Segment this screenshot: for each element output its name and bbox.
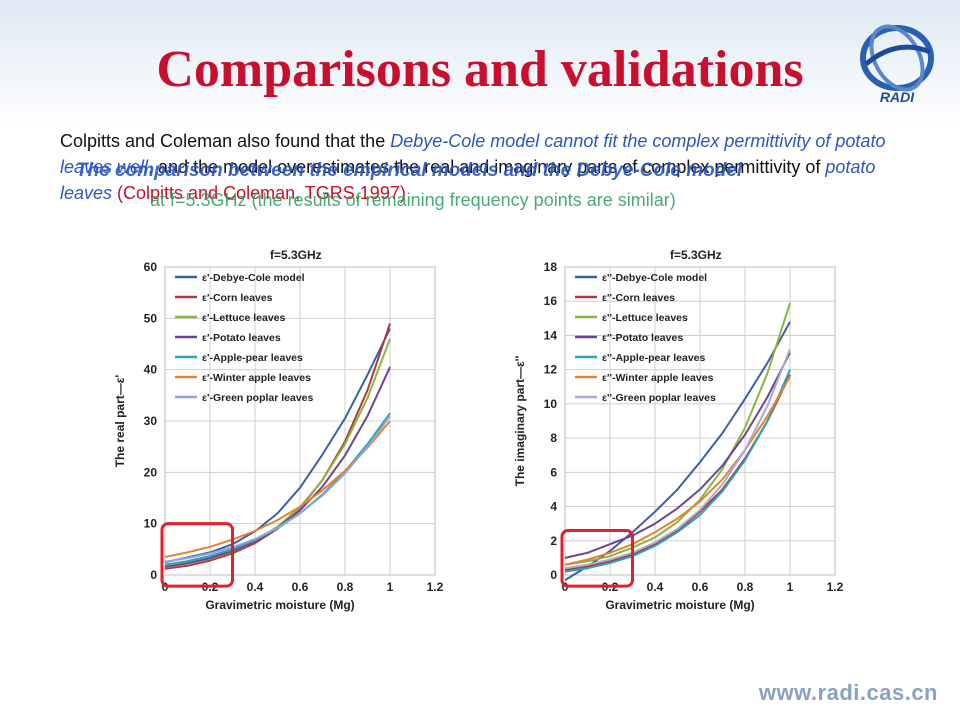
x-axis-label: Gravimetric moisture (Mg) bbox=[605, 598, 754, 612]
y-tick-label: 0 bbox=[550, 568, 557, 582]
para-part-5: (Colpitts and Coleman, TGRS,1997) bbox=[112, 183, 406, 203]
x-tick-label: 0.4 bbox=[647, 580, 664, 594]
y-tick-label: 6 bbox=[550, 465, 557, 479]
overlay-heading: The comparison between the empirical mod… bbox=[76, 160, 743, 181]
para-part-2: Debye-Cole model cannot fit the complex … bbox=[60, 131, 886, 177]
chart-title: f=5.3GHz bbox=[670, 248, 722, 262]
body-paragraph: Colpitts and Coleman also found that the… bbox=[60, 128, 920, 206]
overlay-subtext: at f=5.3GHz (the results of remaining fr… bbox=[150, 190, 676, 210]
x-tick-label: 0.6 bbox=[692, 580, 709, 594]
y-axis-label: The imaginary part—ε'' bbox=[513, 355, 527, 486]
highlight-box bbox=[560, 529, 634, 588]
x-tick-label: 1.2 bbox=[427, 580, 444, 594]
y-tick-label: 10 bbox=[144, 517, 158, 531]
highlight-box bbox=[160, 522, 234, 588]
y-axis-label: The real part—ε' bbox=[113, 375, 127, 468]
legend-label-6: ε'-Green poplar leaves bbox=[202, 392, 314, 404]
y-tick-label: 60 bbox=[144, 260, 158, 274]
x-axis-label: Gravimetric moisture (Mg) bbox=[205, 598, 354, 612]
series-line-0 bbox=[564, 321, 791, 581]
x-tick-label: 0.4 bbox=[247, 580, 264, 594]
y-tick-label: 14 bbox=[544, 328, 558, 342]
x-tick-label: 1 bbox=[787, 580, 794, 594]
legend-label-0: ε'-Debye-Cole model bbox=[202, 272, 305, 284]
plot-frame bbox=[164, 266, 436, 576]
x-tick-label: 1.2 bbox=[827, 580, 844, 594]
x-tick-label: 0.6 bbox=[292, 580, 309, 594]
legend-label-6: ε''-Green poplar leaves bbox=[602, 392, 716, 404]
y-tick-label: 2 bbox=[550, 534, 557, 548]
y-tick-label: 30 bbox=[144, 414, 158, 428]
series-line-5 bbox=[564, 376, 791, 566]
legend-label-5: ε''-Winter apple leaves bbox=[602, 372, 714, 384]
series-line-3 bbox=[564, 352, 791, 559]
legend-label-1: ε'-Corn leaves bbox=[202, 292, 273, 304]
legend-label-4: ε'-Apple-pear leaves bbox=[202, 352, 303, 364]
para-part-3: , and the model overestimates the real a… bbox=[148, 157, 826, 177]
series-line-6 bbox=[164, 415, 391, 563]
legend-label-3: ε'-Potato leaves bbox=[202, 332, 281, 344]
series-line-4 bbox=[564, 369, 791, 573]
legend-label-5: ε'-Winter apple leaves bbox=[202, 372, 311, 384]
series-line-2 bbox=[564, 302, 791, 566]
para-part-1: Colpitts and Coleman also found that the bbox=[60, 131, 391, 151]
header-band bbox=[0, 0, 960, 130]
y-tick-label: 18 bbox=[544, 260, 558, 274]
logo-text: RADI bbox=[880, 89, 915, 105]
y-tick-label: 0 bbox=[150, 568, 157, 582]
legend-label-2: ε'-Lettuce leaves bbox=[202, 312, 286, 324]
y-tick-label: 40 bbox=[144, 363, 158, 377]
radi-logo-icon: RADI bbox=[860, 24, 934, 105]
legend-label-3: ε''-Potato leaves bbox=[602, 332, 683, 344]
legend-label-2: ε''-Lettuce leaves bbox=[602, 312, 688, 324]
para-part-4: potato leaves bbox=[60, 157, 876, 203]
x-tick-label: 1 bbox=[387, 580, 394, 594]
x-tick-label: 0.8 bbox=[337, 580, 354, 594]
legend-label-0: ε''-Debye-Cole model bbox=[602, 272, 707, 284]
legend-label-1: ε''-Corn leaves bbox=[602, 292, 675, 304]
y-tick-label: 4 bbox=[550, 500, 557, 514]
legend-label-4: ε''-Apple-pear leaves bbox=[602, 352, 706, 364]
y-tick-label: 12 bbox=[544, 363, 558, 377]
plot-frame bbox=[564, 266, 836, 576]
y-tick-label: 50 bbox=[144, 311, 158, 325]
series-line-6 bbox=[564, 348, 791, 570]
y-tick-label: 10 bbox=[544, 397, 558, 411]
y-tick-label: 20 bbox=[144, 465, 158, 479]
slide-title: Comparisons and validations bbox=[156, 41, 804, 98]
chart-title: f=5.3GHz bbox=[270, 248, 322, 262]
x-tick-label: 0.8 bbox=[737, 580, 754, 594]
y-tick-label: 8 bbox=[550, 431, 557, 445]
website-url: www.radi.cas.cn bbox=[758, 680, 938, 705]
series-line-5 bbox=[164, 420, 391, 558]
y-tick-label: 16 bbox=[544, 294, 558, 308]
